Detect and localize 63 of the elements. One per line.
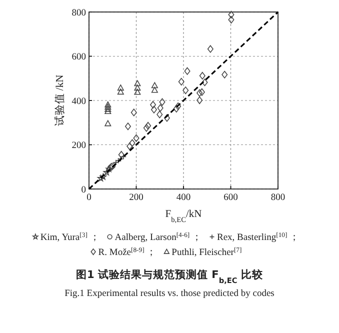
x-tick-label: 400 [176,193,191,203]
y-tick-label: 600 [72,52,86,63]
point [157,104,164,112]
point [117,88,124,95]
point [198,88,205,96]
text: 图1 试验结果与规范预测值 F$_{b,EC}$ 比较 [76,268,264,284]
x-axis-title: F$_{b,EC}$/kN [165,209,202,224]
legend-label: R. Može$^{[8-9]}$ ； [98,246,157,258]
point [156,110,163,118]
legend-label: Kim, Yura$^{[3]}$ ； [40,232,100,243]
point [104,120,112,126]
point [133,134,140,142]
point [196,89,203,97]
point [199,72,206,80]
point [151,82,158,88]
point [104,101,112,108]
point [202,78,208,86]
legend-label: Rex, Basterling$^{[10]}$ ； [217,232,300,243]
point [118,150,124,158]
point [117,84,124,91]
point [150,106,157,114]
point [143,124,150,132]
point [100,173,107,180]
x-tick-label: 600 [224,193,238,203]
point [182,86,189,94]
point [104,104,112,110]
point [134,88,141,95]
text: Fig.1 Experimental results vs. those predicted by codes [64,289,275,299]
x-tick-label: 800 [270,193,286,203]
legend-label: Aalberg, Larson$^{[4-6]}$ ； [114,232,202,243]
point [134,84,141,91]
point [104,108,112,114]
point [104,106,112,112]
point [151,86,158,93]
point [175,102,182,110]
point [150,100,156,108]
point [145,122,152,130]
point [222,70,228,78]
point [173,104,180,112]
point [124,122,131,130]
point [228,10,234,18]
point [129,139,136,147]
y-tick-label: 200 [72,141,86,152]
point [159,98,166,106]
point [130,108,137,116]
y-tick-label: 0 [81,185,86,196]
y-tick-label: 400 [72,96,86,107]
legend-label: Puthli, Fleischer$^{[7]}$ [172,246,242,258]
y-tick-label: 800 [72,8,86,18]
point [196,96,203,104]
point [228,16,234,24]
point [112,159,119,166]
y-axis-title: 试验值 /kN [53,74,66,126]
point [120,154,126,160]
point [178,78,184,86]
x-tick-label: 200 [129,193,144,203]
point [207,45,214,53]
point [103,168,110,176]
point [134,80,141,86]
point [97,174,104,182]
point [164,114,170,122]
point [184,67,190,75]
point [126,142,133,150]
